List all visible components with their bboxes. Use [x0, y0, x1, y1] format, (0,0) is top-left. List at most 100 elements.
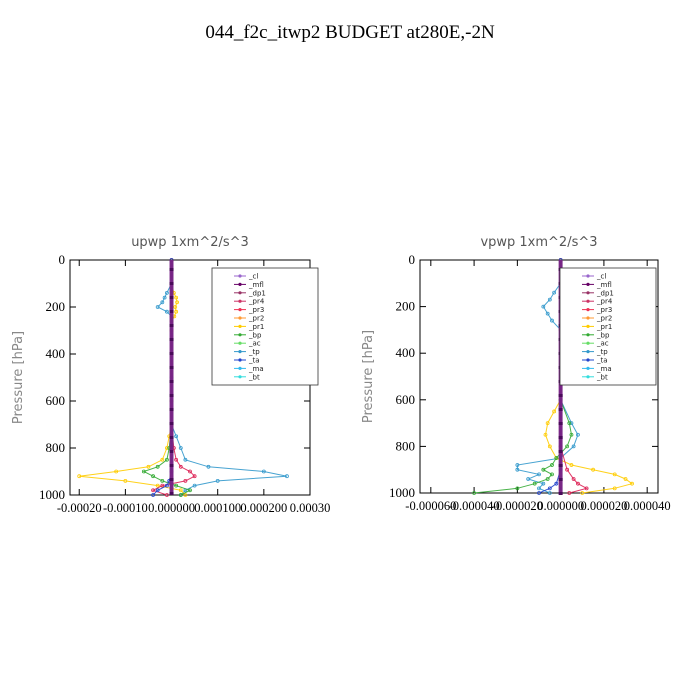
y-tick-label: 800	[46, 440, 66, 455]
legend-marker	[586, 350, 590, 354]
series-point-tp	[547, 297, 552, 302]
series-point-tp	[183, 457, 188, 462]
series-point-bp	[178, 493, 183, 497]
zero-line-marker	[169, 436, 174, 439]
zero-line-marker	[169, 408, 174, 411]
series-point-pr3	[174, 457, 179, 462]
series-point-ta	[151, 493, 155, 497]
zero-line-marker	[169, 296, 174, 299]
legend-entry-bt: _bt	[248, 373, 260, 381]
y-tick-label: 0	[409, 252, 416, 267]
series-point-tp	[541, 304, 546, 309]
series-point-tp	[537, 472, 541, 477]
legend-marker	[238, 350, 242, 354]
legend-entry-bp: _bp	[248, 331, 262, 339]
series-point-bp	[515, 486, 520, 491]
series-line-pr1	[79, 260, 186, 496]
legend-entry-bt: _bt	[596, 373, 608, 381]
series-point-ta	[554, 481, 559, 486]
y-tick-label: 400	[396, 345, 416, 360]
x-tick-label: 0.000200	[240, 501, 287, 515]
legend-marker	[238, 324, 242, 328]
series-point-tp	[552, 290, 557, 295]
series-point-pr1	[155, 483, 160, 488]
series-point-bp	[545, 477, 550, 481]
series-point-tp	[541, 481, 546, 486]
series-point-tp	[162, 295, 167, 300]
zero-line-marker	[558, 492, 563, 495]
series-point-pr1	[174, 295, 179, 300]
zero-line-marker	[169, 422, 174, 425]
legend-marker	[238, 308, 242, 312]
legend-entry-mfl: _mfl	[248, 281, 264, 289]
panel-title: upwp 1xm^2/s^3	[131, 235, 249, 250]
y-tick-label: 600	[396, 392, 416, 407]
series-point-pr3	[565, 467, 570, 472]
series-point-bp	[141, 469, 146, 474]
series-point-pr1	[114, 469, 119, 474]
x-tick-label: 0.00030	[290, 501, 331, 515]
panel-title: vpwp 1xm^2/s^3	[480, 235, 597, 250]
series-point-tp	[192, 483, 197, 488]
series-point-pr1	[77, 474, 82, 479]
legend-entry-tp: _tp	[596, 348, 608, 356]
y-tick-label: 600	[46, 393, 66, 408]
y-axis-label: Pressure [hPa]	[11, 331, 26, 424]
legend-entry-pr3: _pr3	[596, 306, 612, 314]
legend-marker	[586, 333, 590, 337]
zero-line-marker	[169, 282, 174, 285]
legend-entry-cl: _cl	[248, 273, 258, 281]
series-point-pr1	[591, 467, 595, 472]
series-point-ta	[547, 486, 552, 491]
series-point-pr1	[174, 309, 179, 314]
series-point-bp	[472, 491, 476, 495]
legend-entry-tp: _tp	[248, 348, 260, 356]
zero-line-marker	[169, 268, 174, 271]
zero-line-marker	[169, 310, 174, 313]
legend-marker	[586, 274, 590, 278]
legend-entry-pr2: _pr2	[596, 315, 612, 323]
series-point-tp	[515, 463, 520, 467]
legend-marker	[586, 375, 590, 379]
chart-panel-2: vpwp 1xm^2/s^3 Pressure [hPa] 0 200 400 600 80…	[361, 235, 671, 513]
legend-entry-pr2: _pr2	[248, 315, 264, 323]
series-point-pr3	[165, 493, 169, 497]
zero-line-marker	[169, 464, 174, 467]
series-point-tp	[576, 432, 580, 437]
series-point-bp	[188, 488, 192, 493]
series-point-ta	[165, 483, 169, 488]
legend-marker	[238, 282, 242, 286]
zero-line-marker	[169, 352, 174, 355]
series-point-tp	[285, 474, 289, 479]
series-point-pr1	[569, 463, 574, 467]
series-point-pr1	[623, 477, 628, 481]
series-point-pr3	[584, 486, 589, 491]
series-point-pr3	[160, 483, 165, 488]
legend: _cl_mfl_dp1_pr4_pr3_pr2_pr1_bp_ac_tp_ta_…	[559, 267, 657, 386]
series-point-pr1	[612, 486, 617, 491]
legend-marker	[586, 282, 590, 286]
legend-entry-ma: _ma	[596, 365, 612, 373]
series-point-bp	[155, 464, 160, 469]
series-point-pr1	[123, 478, 128, 483]
series-line-bp	[474, 260, 573, 494]
series-point-bp	[165, 457, 169, 462]
y-tick-label: 800	[396, 438, 416, 453]
y-tick-label: 0	[59, 252, 66, 267]
series-point-pr3	[188, 469, 192, 474]
series-point-bp	[532, 481, 537, 486]
legend-entry-pr4: _pr4	[248, 298, 265, 306]
legend-marker	[238, 333, 242, 337]
legend-box	[211, 267, 319, 386]
y-tick-label: 200	[46, 299, 66, 314]
legend-marker	[238, 299, 242, 303]
legend-marker	[238, 366, 242, 370]
legend-marker	[238, 341, 242, 345]
series-point-ta	[155, 488, 160, 493]
figure-title: 044_f2c_itwp2 BUDGET at280E,-2N	[205, 22, 495, 43]
legend-entry-bp: _bp	[596, 331, 610, 339]
zero-line-marker	[558, 436, 563, 439]
legend-marker	[238, 316, 242, 320]
zero-line-marker	[558, 478, 563, 481]
zero-line-marker	[169, 492, 174, 495]
